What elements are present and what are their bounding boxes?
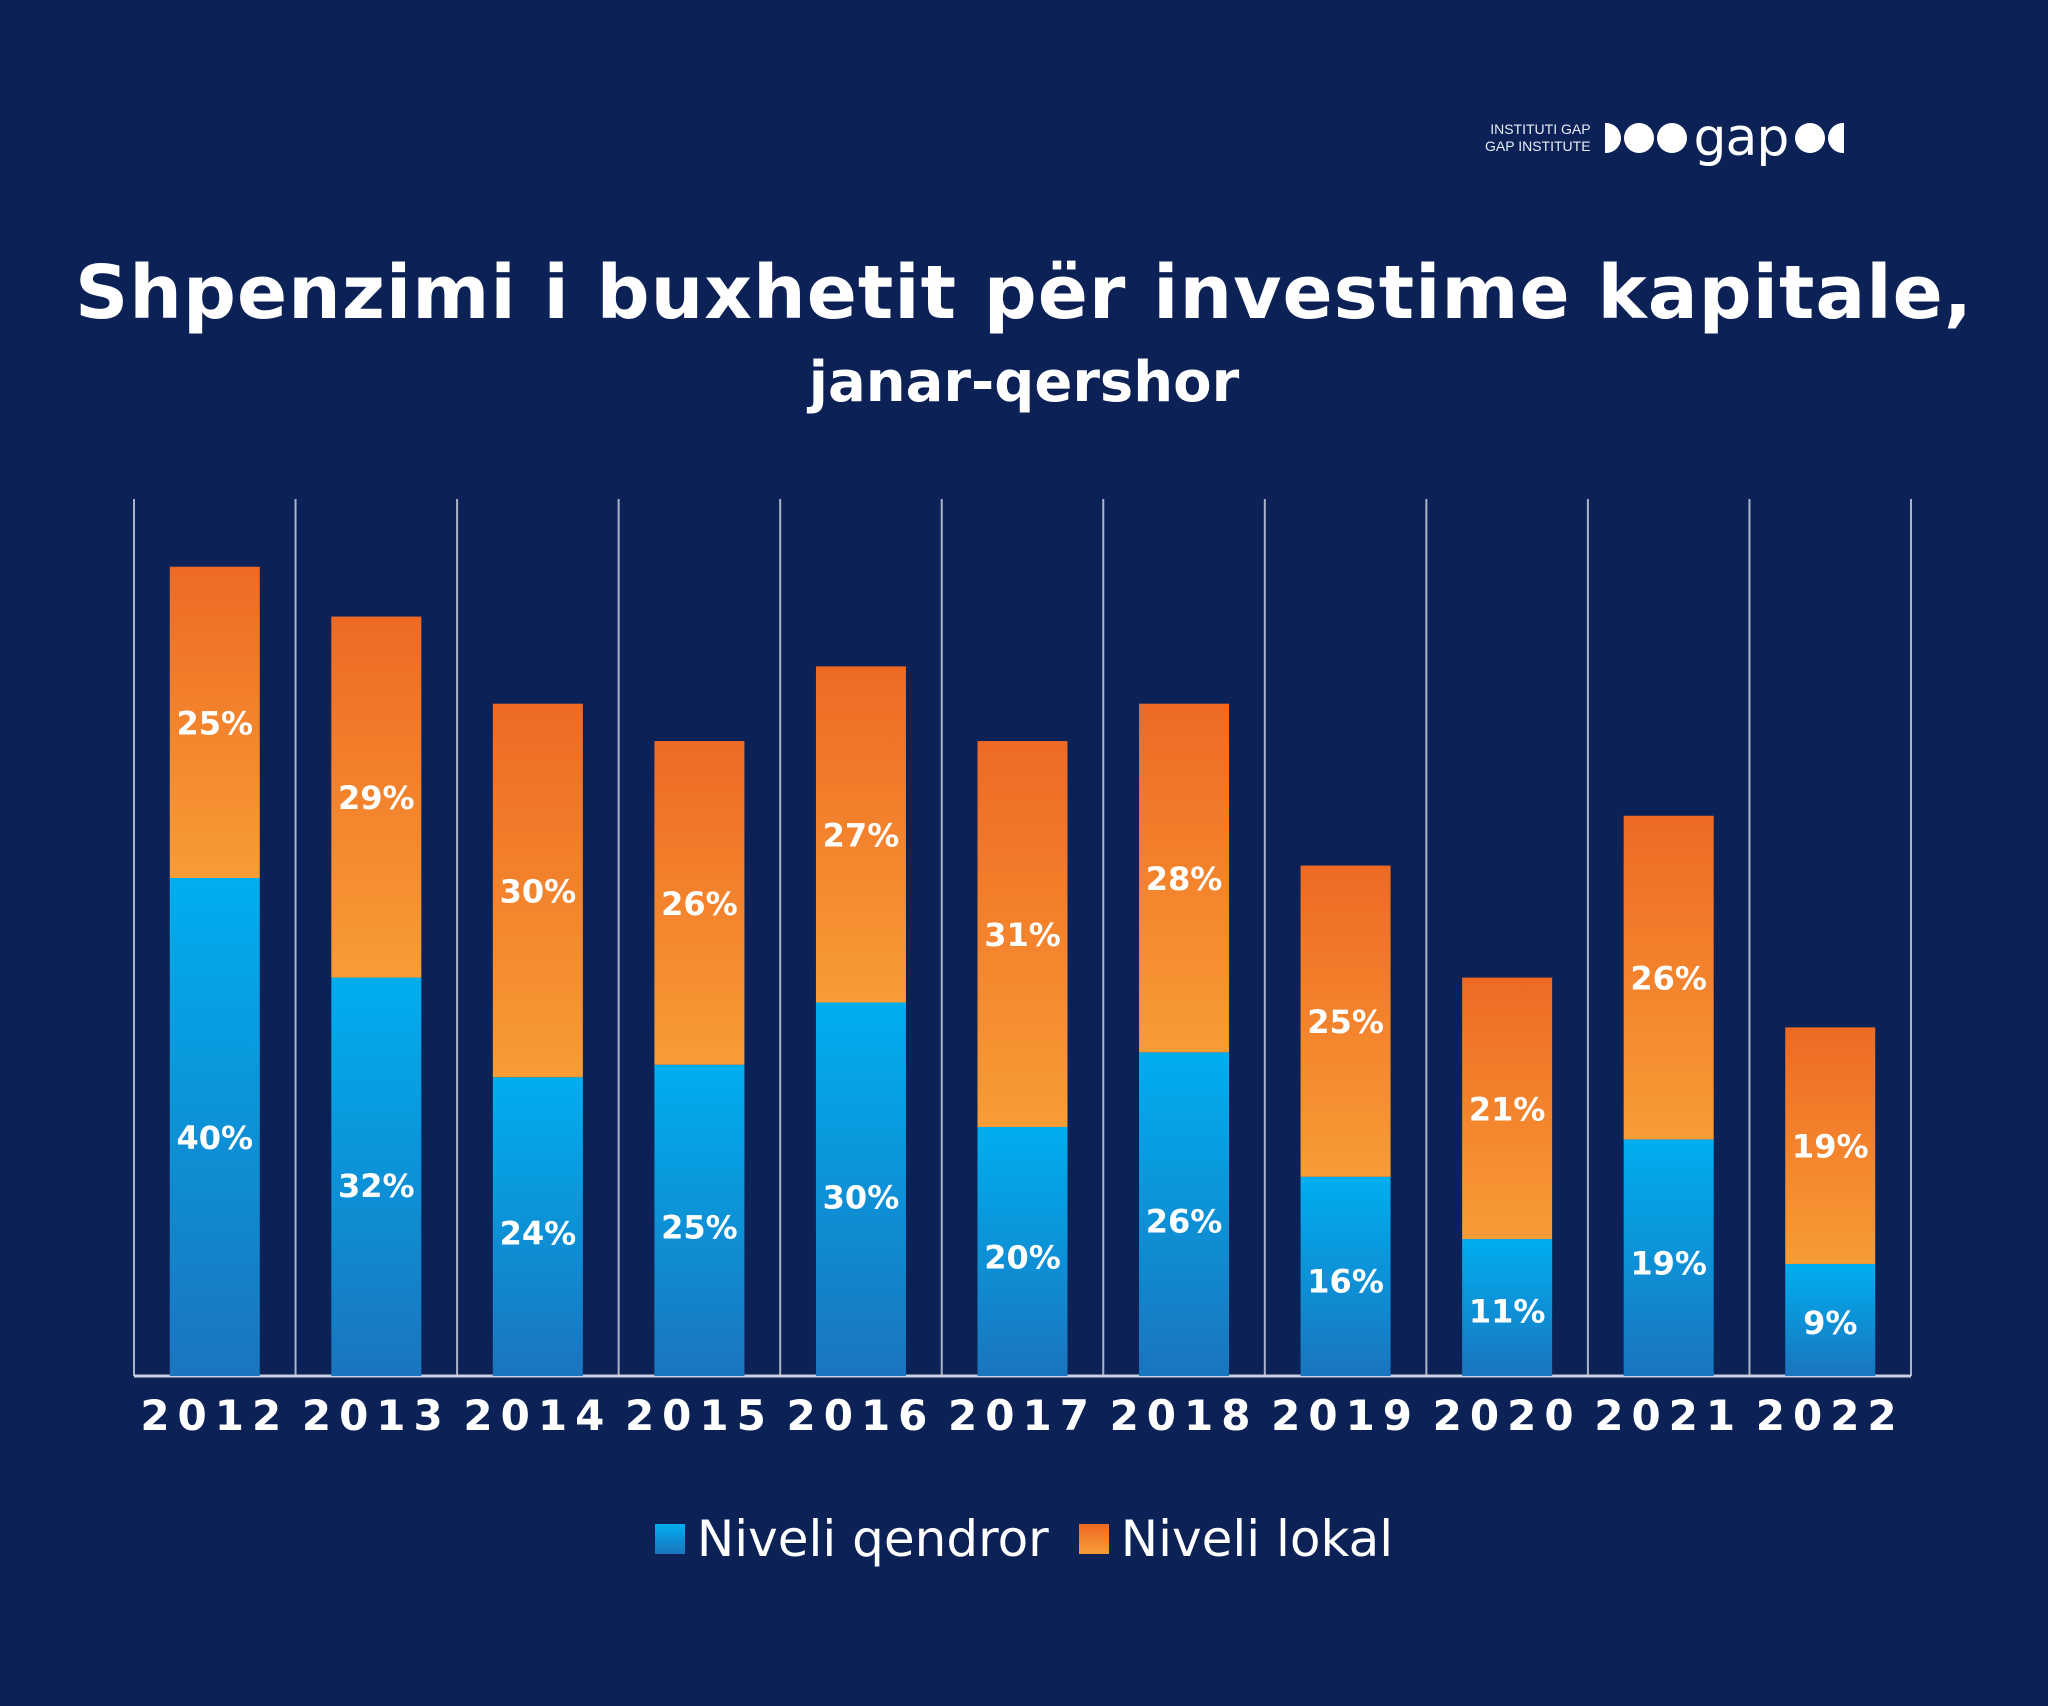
data-label-local-2016: 27% <box>823 816 900 854</box>
data-label-central-2021: 19% <box>1630 1244 1707 1282</box>
logo-line-2: GAP INSTITUTE <box>1485 138 1591 154</box>
bar-central-2012 <box>169 878 260 1376</box>
data-label-local-2020: 21% <box>1469 1090 1546 1128</box>
data-label-local-2013: 29% <box>338 779 415 817</box>
bar-central-2013 <box>331 977 422 1376</box>
x-tick-label-2022: 2022 <box>1756 1391 1905 1440</box>
logo-text: INSTITUTI GAP GAP INSTITUTE <box>1485 121 1591 155</box>
bar-local-2022 <box>1785 1027 1876 1264</box>
bar-local-2012 <box>169 566 260 878</box>
data-label-central-2017: 20% <box>984 1238 1061 1276</box>
bar-local-2021 <box>1623 815 1714 1140</box>
bar-central-2020 <box>1462 1239 1553 1376</box>
data-label-local-2018: 28% <box>1146 860 1223 898</box>
x-tick-label-2014: 2014 <box>463 1391 612 1440</box>
x-tick-label-2021: 2021 <box>1594 1391 1743 1440</box>
data-label-central-2022: 9% <box>1803 1304 1857 1342</box>
bar-local-2020 <box>1462 977 1553 1240</box>
legend-swatch-central <box>654 1524 685 1554</box>
legend-label-local: Niveli lokal <box>1120 1510 1394 1568</box>
data-label-local-2012: 25% <box>176 704 253 742</box>
legend-item-local: Niveli lokal <box>1078 1510 1394 1568</box>
bar-central-2018 <box>1139 1052 1230 1376</box>
chart-title: Shpenzimi i buxhetit për investime kapit… <box>75 250 1973 336</box>
x-tick-label-2016: 2016 <box>787 1391 936 1440</box>
legend-item-central: Niveli qendror <box>654 1510 1049 1568</box>
logo-word: gap <box>1693 108 1790 168</box>
legend-swatch-local <box>1078 1524 1109 1554</box>
legend-label-central: Niveli qendror <box>696 1510 1049 1568</box>
logo-line-1: INSTITUTI GAP <box>1490 121 1591 137</box>
gap-institute-logo: INSTITUTI GAP GAP INSTITUTE gap <box>1485 108 1845 168</box>
bar-central-2022 <box>1785 1263 1876 1376</box>
bar-central-2016 <box>815 1002 906 1376</box>
data-label-local-2014: 30% <box>500 872 577 910</box>
bar-local-2015 <box>654 741 745 1065</box>
data-label-local-2021: 26% <box>1630 960 1707 998</box>
bar-local-2018 <box>1139 703 1230 1053</box>
bar-central-2014 <box>492 1077 583 1376</box>
data-label-central-2018: 26% <box>1146 1203 1223 1241</box>
x-tick-label-2013: 2013 <box>302 1391 451 1440</box>
data-label-central-2015: 25% <box>661 1209 738 1247</box>
data-label-central-2014: 24% <box>500 1215 577 1253</box>
bar-central-2017 <box>977 1127 1068 1376</box>
bar-central-2019 <box>1300 1176 1391 1376</box>
bar-central-2015 <box>654 1064 745 1376</box>
data-label-local-2022: 19% <box>1792 1128 1869 1166</box>
data-label-central-2020: 11% <box>1469 1292 1546 1330</box>
data-label-local-2015: 26% <box>661 885 738 923</box>
bar-local-2019 <box>1300 865 1391 1177</box>
bar-central-2021 <box>1623 1139 1714 1376</box>
x-tick-label-2019: 2019 <box>1271 1391 1420 1440</box>
bar-local-2014 <box>492 703 583 1078</box>
data-label-local-2017: 31% <box>984 916 1061 954</box>
logo-mark: gap <box>1604 108 1845 168</box>
x-tick-label-2012: 2012 <box>140 1391 289 1440</box>
chart-subtitle: janar-qershor <box>808 350 1240 415</box>
x-tick-label-2015: 2015 <box>625 1391 774 1440</box>
bar-local-2017 <box>977 741 1068 1127</box>
bar-local-2013 <box>331 616 422 978</box>
x-tick-label-2020: 2020 <box>1433 1391 1582 1440</box>
data-label-central-2012: 40% <box>176 1119 253 1157</box>
data-label-central-2013: 32% <box>338 1167 415 1205</box>
x-tick-label-2017: 2017 <box>948 1391 1097 1440</box>
data-label-local-2019: 25% <box>1307 1003 1384 1041</box>
data-label-central-2019: 16% <box>1307 1262 1384 1300</box>
data-label-central-2016: 30% <box>823 1179 900 1217</box>
bar-local-2016 <box>815 666 906 1003</box>
x-tick-label-2018: 2018 <box>1110 1391 1259 1440</box>
legend: Niveli qendror Niveli lokal <box>0 1510 2048 1568</box>
